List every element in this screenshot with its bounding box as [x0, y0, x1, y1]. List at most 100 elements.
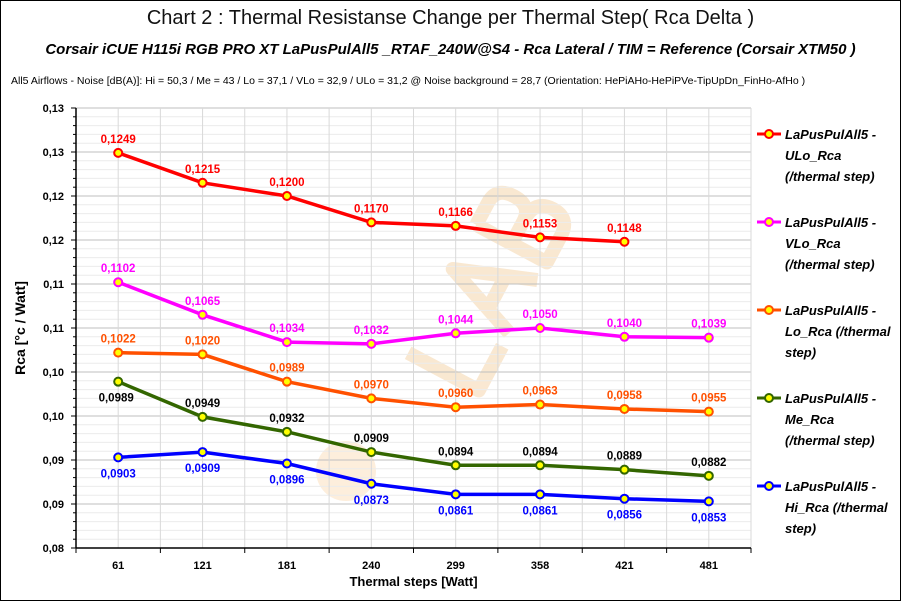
data-point: [281, 426, 292, 437]
data-point: [281, 191, 292, 201]
legend-entry: LaPusPulAll5 -Lo_Rca (/thermal step): [785, 303, 891, 360]
data-point: [619, 464, 630, 475]
data-point: [281, 337, 292, 348]
data-point: [450, 220, 461, 231]
series-line: [117, 280, 709, 346]
chart-subtitle: Corsair iCUE H115i RGB PRO XT LaPusPulAl…: [45, 41, 856, 58]
data-point: [113, 452, 124, 463]
data-point: [450, 460, 461, 471]
data-label: 0,1200: [269, 177, 304, 189]
data-point: [535, 489, 546, 500]
data-point: [197, 177, 208, 188]
data-label: 0,1032: [354, 325, 389, 337]
y-tick-label: 0,11: [43, 279, 64, 291]
legend-entry: LaPusPulAll5 -VLo_Rca (/thermal step): [785, 215, 876, 272]
x-tick-label: 121: [193, 560, 211, 572]
x-tick-label: 481: [700, 560, 718, 572]
data-label: 0,0853: [691, 512, 726, 524]
legend-marker: [764, 217, 774, 227]
data-point: [197, 447, 208, 458]
data-label: 0,1249: [101, 134, 136, 146]
y-tick-label: 0,13: [43, 147, 64, 159]
data-label: 0,0958: [607, 390, 643, 402]
data-point: [281, 376, 292, 387]
legend-marker: [764, 129, 774, 139]
x-tick-label: 240: [362, 560, 380, 572]
data-label: 0,0989: [99, 393, 134, 405]
data-label: 0,0873: [354, 495, 389, 507]
data-point: [619, 331, 630, 342]
chart-title: Chart 2 : Thermal Resistanse Change per …: [146, 7, 755, 29]
data-label: 0,1102: [101, 263, 136, 275]
data-point: [450, 402, 461, 413]
data-label: 0,0963: [522, 386, 557, 398]
data-point: [113, 277, 124, 288]
data-point: [535, 232, 546, 243]
data-label: 0,0955: [691, 393, 727, 405]
data-point: [619, 403, 630, 414]
legend-marker: [764, 481, 774, 491]
data-point: [197, 309, 208, 320]
data-label: 0,0861: [522, 505, 558, 517]
y-tick-label: 0,12: [43, 235, 64, 247]
legend-marker: [764, 393, 774, 403]
y-tick-label: 0,10: [43, 367, 64, 379]
data-point: [535, 460, 546, 471]
data-label: 0,1034: [269, 323, 305, 335]
x-tick-label: 61: [112, 560, 124, 572]
data-label: 0,0932: [269, 413, 304, 425]
data-point: [450, 328, 461, 339]
data-label: 0,1170: [354, 203, 389, 215]
data-label: 0,0894: [438, 446, 474, 458]
data-label: 0,0949: [185, 398, 220, 410]
data-point: [366, 338, 377, 349]
data-point: [113, 147, 124, 158]
y-tick-label: 0,09: [43, 455, 64, 467]
legend-marker: [764, 305, 774, 315]
data-point: [113, 347, 124, 358]
data-point: [366, 447, 377, 458]
data-point: [619, 493, 630, 504]
data-point: [535, 399, 546, 410]
data-label: 0,1153: [523, 218, 558, 230]
watermark-letter-shape: [404, 342, 509, 398]
data-label: 0,0896: [269, 475, 304, 487]
noise-info: All5 Airflows - Noise [dB(A)]: Hi = 50,3…: [11, 75, 806, 87]
data-label: 0,0889: [607, 451, 642, 463]
data-label: 0,1022: [101, 334, 136, 346]
x-tick-label: 299: [447, 560, 465, 572]
x-tick-label: 358: [531, 560, 549, 572]
data-point: [366, 217, 377, 228]
data-label: 0,0856: [607, 510, 642, 522]
y-tick-label: 0,10: [43, 411, 64, 423]
legend-entry: LaPusPulAll5 -Hi_Rca (/thermal step): [785, 479, 888, 536]
data-label: 0,1215: [185, 164, 221, 176]
data-label: 0,0989: [269, 363, 304, 375]
data-point: [197, 349, 208, 360]
data-label: 0,0909: [185, 463, 220, 475]
y-axis-title: Rca [°c / Watt]: [12, 281, 28, 375]
data-point: [281, 458, 292, 469]
data-point: [619, 236, 630, 247]
y-tick-label: 0,11: [43, 323, 64, 335]
data-label: 0,1166: [438, 207, 473, 219]
x-tick-label: 421: [615, 560, 633, 572]
data-point: [703, 470, 714, 481]
data-point: [703, 332, 714, 343]
data-label: 0,0882: [691, 457, 726, 469]
series-line: [118, 350, 709, 414]
y-tick-label: 0,12: [43, 191, 64, 203]
data-label: 0,1020: [185, 335, 220, 347]
data-point: [366, 478, 377, 489]
data-label: 0,1044: [438, 314, 474, 326]
data-label: 0,0960: [438, 388, 473, 400]
data-label: 0,0909: [354, 433, 389, 445]
data-point: [703, 496, 714, 507]
data-label: 0,1039: [691, 319, 726, 331]
data-label: 0,0894: [522, 446, 558, 458]
series-line: [118, 450, 709, 504]
data-point: [366, 393, 377, 404]
data-point: [197, 411, 208, 422]
